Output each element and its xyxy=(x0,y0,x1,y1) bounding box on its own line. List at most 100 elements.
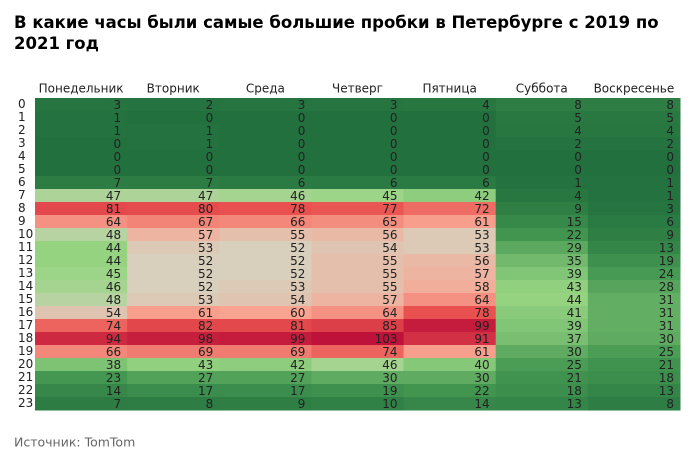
cell-value: 4 xyxy=(574,189,582,203)
cell xyxy=(219,384,312,398)
cell-value: 60 xyxy=(290,306,305,320)
cell-value: 45 xyxy=(106,267,121,281)
cell-value: 52 xyxy=(290,241,305,255)
cell-value: 54 xyxy=(106,306,121,320)
cell xyxy=(127,150,220,164)
cell xyxy=(127,111,220,125)
cell-value: 85 xyxy=(382,319,397,333)
cell xyxy=(219,111,312,125)
cell xyxy=(219,345,312,359)
cell xyxy=(403,267,497,281)
cell xyxy=(587,150,681,164)
cell xyxy=(311,215,405,229)
cell xyxy=(311,111,405,125)
cell xyxy=(35,124,128,138)
column-label: Среда xyxy=(246,82,285,96)
cell-value: 0 xyxy=(482,111,490,125)
cell xyxy=(127,189,220,203)
cell-value: 38 xyxy=(106,358,121,372)
cell xyxy=(127,267,220,281)
cell-value: 4 xyxy=(574,124,582,138)
cell-value: 1 xyxy=(574,176,582,190)
row-label: 11 xyxy=(18,240,33,254)
cell-value: 53 xyxy=(290,280,305,294)
cell xyxy=(35,345,128,359)
cell-value: 17 xyxy=(198,384,213,398)
cell-value: 57 xyxy=(474,267,489,281)
cell-value: 98 xyxy=(198,332,213,346)
cell-value: 15 xyxy=(567,215,582,229)
cell-value: 0 xyxy=(390,150,398,164)
cell-value: 25 xyxy=(567,358,582,372)
cell xyxy=(495,215,589,229)
cell xyxy=(35,111,128,125)
cell-value: 0 xyxy=(298,137,306,151)
cell xyxy=(403,371,497,385)
cell-value: 57 xyxy=(198,228,213,242)
cell-value: 80 xyxy=(198,202,213,216)
column-label: Пятница xyxy=(422,82,476,96)
cell xyxy=(127,228,220,242)
row-label: 18 xyxy=(18,331,33,345)
cell-value: 8 xyxy=(666,98,674,112)
cell xyxy=(587,176,681,190)
cell xyxy=(587,267,681,281)
cell-value: 4 xyxy=(482,98,490,112)
cell xyxy=(219,124,312,138)
cell-value: 40 xyxy=(474,358,489,372)
cell-value: 44 xyxy=(106,241,121,255)
cell-value: 23 xyxy=(106,371,121,385)
cell xyxy=(219,267,312,281)
cell-value: 30 xyxy=(474,371,489,385)
cell xyxy=(587,124,681,138)
column-label: Вторник xyxy=(147,82,200,96)
cell xyxy=(587,202,681,216)
cell xyxy=(35,293,128,307)
cell xyxy=(35,306,128,320)
cell-value: 46 xyxy=(290,189,305,203)
cell xyxy=(495,293,589,307)
cell xyxy=(35,280,128,294)
cell xyxy=(311,345,405,359)
cell xyxy=(311,306,405,320)
cell-value: 55 xyxy=(382,280,397,294)
cell xyxy=(403,98,497,112)
cell-value: 10 xyxy=(382,397,397,411)
cell xyxy=(35,98,128,112)
cell-value: 0 xyxy=(298,124,306,138)
cell xyxy=(495,176,589,190)
cell xyxy=(403,111,497,125)
cell xyxy=(403,384,497,398)
cell-value: 7 xyxy=(206,176,214,190)
cell-value: 13 xyxy=(659,241,674,255)
cell xyxy=(35,371,128,385)
cell xyxy=(127,293,220,307)
cell-value: 6 xyxy=(390,176,398,190)
cell-value: 55 xyxy=(382,267,397,281)
cell-value: 0 xyxy=(666,150,674,164)
cell xyxy=(35,254,128,268)
cell-value: 8 xyxy=(666,397,674,411)
cell xyxy=(311,124,405,138)
cell-value: 1 xyxy=(206,137,214,151)
cell-value: 0 xyxy=(482,163,490,177)
cell xyxy=(403,228,497,242)
cell xyxy=(311,202,405,216)
row-label: 6 xyxy=(18,175,26,189)
cell xyxy=(495,137,589,151)
cell xyxy=(35,384,128,398)
cell xyxy=(495,384,589,398)
cell xyxy=(403,202,497,216)
cell xyxy=(495,241,589,255)
cell-value: 81 xyxy=(290,319,305,333)
cell xyxy=(219,228,312,242)
cell xyxy=(219,371,312,385)
title-box: В какие часы были самые большие пробки в… xyxy=(14,13,659,53)
row-label: 0 xyxy=(18,97,26,111)
cell xyxy=(587,345,681,359)
row-label: 8 xyxy=(18,201,26,215)
cell-value: 0 xyxy=(390,137,398,151)
cell-value: 74 xyxy=(382,345,397,359)
cell-value: 45 xyxy=(382,189,397,203)
cell xyxy=(587,306,681,320)
